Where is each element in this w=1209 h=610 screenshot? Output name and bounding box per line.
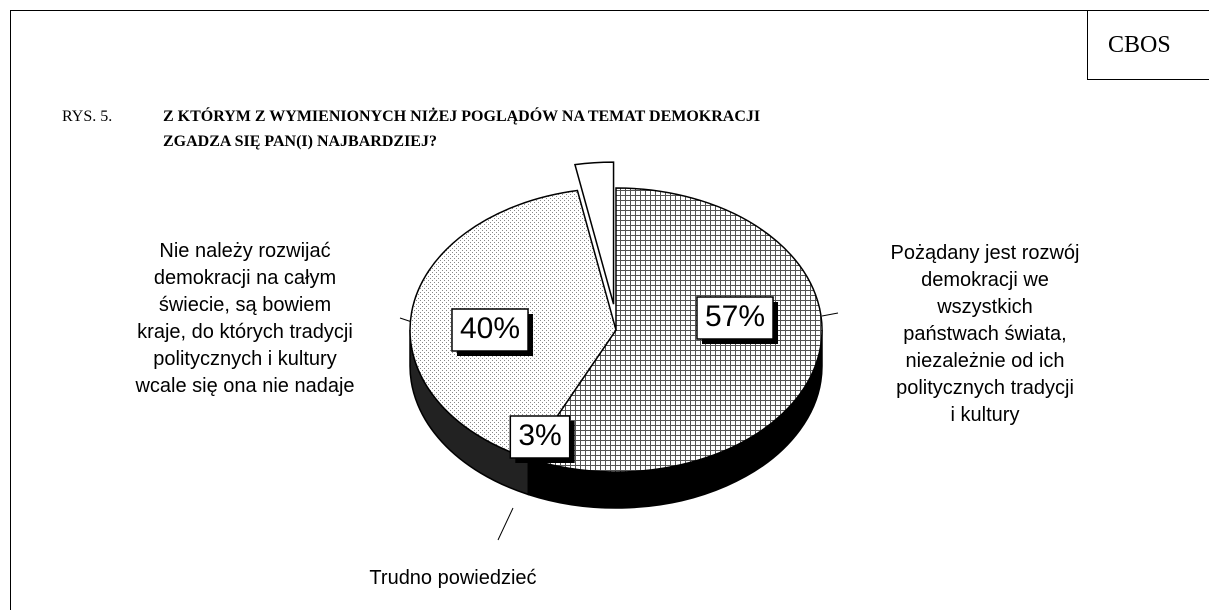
slice [527,187,823,473]
category-label: Pożądany jest rozwój demokracji we wszys… [890,242,1080,426]
value-label-box [696,296,774,340]
figure-number: RYS. 5. [62,108,113,125]
chart-title: Z KTÓRYM Z WYMIENIONYCH NIŻEJ POGLĄDÓW N… [163,108,761,150]
value-label-box [509,415,571,459]
slice [574,161,615,305]
leader-line [497,507,514,541]
value-label: 40% [460,312,520,345]
value-label: 3% [518,419,561,452]
category-label: Trudno powiedzieć [369,567,537,589]
source: CBOS [1087,10,1209,80]
value-label: 57% [705,300,765,333]
frame [10,10,1209,610]
value-label-box [451,308,529,352]
leader-line [821,312,839,317]
category-label: Nie należy rozwijać demokracji na całym … [135,240,355,397]
